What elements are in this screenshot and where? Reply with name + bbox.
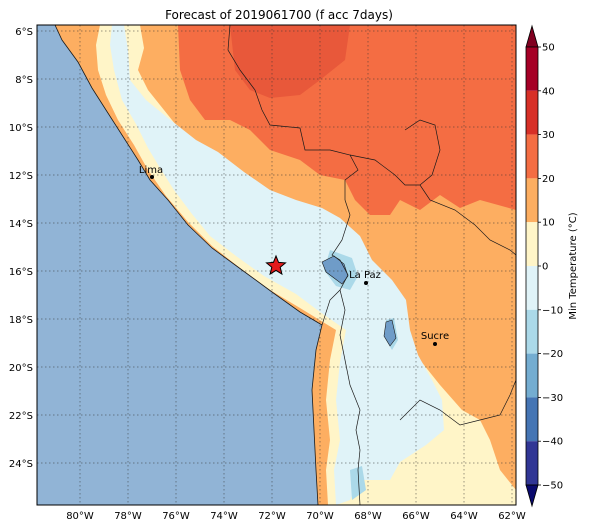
- colorbar-band: [526, 47, 538, 91]
- lon-label: 78°W: [114, 511, 142, 522]
- border-bolivia-brazil: [349, 154, 516, 256]
- lat-label: 18°S: [9, 315, 33, 326]
- lon-label: 72°W: [258, 511, 286, 522]
- city-marker-la-paz: [364, 281, 368, 285]
- colorbar-over-triangle: [525, 24, 539, 48]
- lon-label: 64°W: [450, 511, 478, 522]
- colorbar-band: [526, 266, 538, 310]
- colorbar-tick-label: −20: [542, 349, 563, 360]
- border-bolivia-chile: [339, 289, 361, 505]
- border-peru-brazil: [227, 25, 359, 200]
- lon-label: 80°W: [66, 511, 94, 522]
- colorbar-band: [526, 134, 538, 179]
- coastline: [54, 25, 323, 505]
- colorbar-band: [526, 222, 538, 266]
- land-temp-30-40: [230, 25, 350, 98]
- longitude-labels: 80°W 78°W 76°W 74°W 72°W 70°W 68°W 66°W …: [66, 511, 526, 522]
- map-area: Lima La Paz Sucre: [37, 25, 516, 505]
- colorbar-tick-label: 0: [542, 262, 548, 273]
- forecast-point-star-icon: [265, 254, 287, 276]
- lat-label: 20°S: [9, 363, 33, 374]
- lon-label: 74°W: [210, 511, 238, 522]
- city-label-sucre: Sucre: [421, 331, 449, 342]
- colorbar-label: Min Temperature (°C): [568, 212, 579, 319]
- latitude-labels: 6°S 8°S 10°S 12°S 14°S 16°S 18°S 20°S 22…: [9, 27, 33, 470]
- lat-label: 6°S: [15, 27, 33, 38]
- colorbar-band: [526, 353, 538, 398]
- colorbar-band: [526, 441, 538, 485]
- lat-label: 12°S: [9, 171, 33, 182]
- colorbar-tick-label: −50: [542, 481, 563, 492]
- city-label-lima: Lima: [139, 165, 163, 176]
- colorbar-tick-label: −10: [542, 305, 563, 316]
- lat-label: 8°S: [15, 75, 33, 86]
- colorbar: 50 40 30 20 10 0 −10 −20 −30 −40 −50 Min Temperatu…: [525, 24, 579, 508]
- colorbar-tick-label: −30: [542, 393, 563, 404]
- lon-label: 70°W: [306, 511, 334, 522]
- colorbar-tick-label: 30: [542, 130, 555, 141]
- colorbar-tick-label: 10: [542, 218, 555, 229]
- colorbar-band: [526, 90, 538, 135]
- lon-label: 66°W: [402, 511, 430, 522]
- colorbar-ticks: 50 40 30 20 10 0 −10 −20 −30 −40 −50: [538, 43, 563, 492]
- lat-label: 22°S: [9, 411, 33, 422]
- lake-poopo: [383, 319, 397, 347]
- colorbar-band: [526, 178, 538, 223]
- city-marker-lima: [150, 175, 154, 179]
- border-brazil-north: [404, 119, 441, 186]
- city-marker-sucre: [433, 342, 437, 346]
- colorbar-under-triangle: [525, 484, 539, 508]
- lat-label: 14°S: [9, 219, 33, 230]
- border-bolivia-paraguay: [399, 379, 516, 426]
- lat-label: 24°S: [9, 459, 33, 470]
- map-frame: [36, 24, 517, 506]
- lon-label: 76°W: [162, 511, 190, 522]
- land-temp-minus20-minus10-c: [350, 466, 366, 500]
- colorbar-band: [526, 309, 538, 354]
- colorbar-tick-label: 50: [542, 43, 555, 54]
- colorbar-bands: [526, 47, 538, 485]
- border-peru-bolivia: [321, 199, 351, 326]
- figure-title: Forecast of 2019061700 (f acc 7days): [165, 8, 393, 22]
- colorbar-tick-label: 20: [542, 174, 555, 185]
- colorbar-band: [526, 397, 538, 442]
- colorbar-tick-label: −40: [542, 437, 563, 448]
- city-label-la-paz: La Paz: [349, 270, 381, 281]
- lat-label: 16°S: [9, 267, 33, 278]
- lat-label: 10°S: [9, 123, 33, 134]
- colorbar-tick-label: 40: [542, 86, 555, 97]
- lon-label: 62°W: [498, 511, 526, 522]
- lon-label: 68°W: [354, 511, 382, 522]
